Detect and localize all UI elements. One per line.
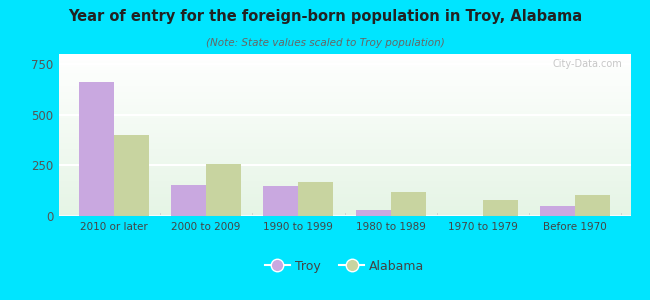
Bar: [483, 200, 518, 216]
Bar: [263, 186, 298, 216]
Bar: [114, 135, 149, 216]
Bar: [540, 206, 575, 216]
Bar: [356, 210, 391, 216]
Bar: [575, 195, 610, 216]
Bar: [79, 82, 114, 216]
Bar: [298, 182, 333, 216]
Text: (Note: State values scaled to Troy population): (Note: State values scaled to Troy popul…: [205, 38, 445, 47]
Legend: Troy, Alabama: Troy, Alabama: [259, 255, 430, 278]
Bar: [391, 192, 426, 216]
Text: Year of entry for the foreign-born population in Troy, Alabama: Year of entry for the foreign-born popul…: [68, 9, 582, 24]
Bar: [206, 164, 241, 216]
Text: City-Data.com: City-Data.com: [552, 59, 622, 69]
Bar: [171, 184, 206, 216]
